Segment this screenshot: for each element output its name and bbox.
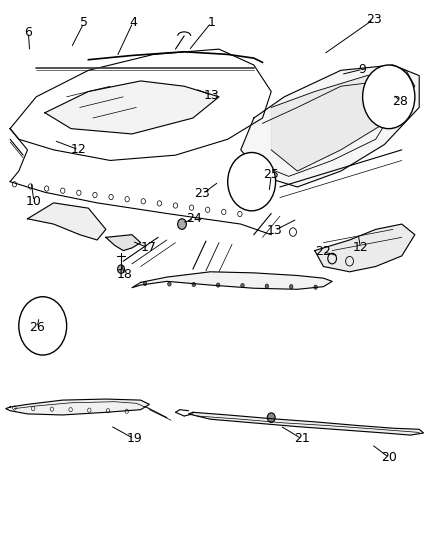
Circle shape xyxy=(363,65,415,128)
Text: 6: 6 xyxy=(25,26,32,38)
Text: 1: 1 xyxy=(207,16,215,29)
Circle shape xyxy=(314,285,318,289)
Circle shape xyxy=(192,282,195,287)
Text: 21: 21 xyxy=(294,432,310,446)
Text: 12: 12 xyxy=(353,241,368,254)
Polygon shape xyxy=(45,81,219,134)
Circle shape xyxy=(117,265,124,273)
Text: 23: 23 xyxy=(194,188,210,200)
Circle shape xyxy=(19,297,67,355)
Polygon shape xyxy=(315,224,415,272)
Circle shape xyxy=(265,284,268,288)
Polygon shape xyxy=(6,399,149,415)
Text: 4: 4 xyxy=(129,16,137,29)
Text: 17: 17 xyxy=(141,241,156,254)
Circle shape xyxy=(290,285,293,289)
Text: 24: 24 xyxy=(186,212,202,225)
Text: 26: 26 xyxy=(29,321,45,334)
Polygon shape xyxy=(28,203,106,240)
Circle shape xyxy=(143,281,147,286)
Circle shape xyxy=(267,413,275,422)
Text: 12: 12 xyxy=(71,143,87,156)
Polygon shape xyxy=(106,235,141,251)
Text: 13: 13 xyxy=(204,88,219,102)
Text: 23: 23 xyxy=(366,13,381,26)
Circle shape xyxy=(178,219,186,229)
Text: 19: 19 xyxy=(126,432,142,446)
Polygon shape xyxy=(241,65,419,187)
Text: 20: 20 xyxy=(381,451,397,464)
Text: 28: 28 xyxy=(392,94,408,108)
Polygon shape xyxy=(132,272,332,289)
Circle shape xyxy=(216,283,220,287)
Circle shape xyxy=(241,284,244,288)
Text: 25: 25 xyxy=(263,168,279,181)
Circle shape xyxy=(168,282,171,286)
Circle shape xyxy=(228,152,276,211)
Polygon shape xyxy=(188,413,424,435)
Text: 13: 13 xyxy=(267,224,283,237)
Text: 9: 9 xyxy=(359,63,367,76)
Text: 22: 22 xyxy=(315,245,330,258)
Text: 5: 5 xyxy=(80,16,88,29)
Polygon shape xyxy=(271,70,415,171)
Text: 10: 10 xyxy=(26,195,42,208)
Text: 18: 18 xyxy=(117,269,133,281)
Polygon shape xyxy=(374,91,404,101)
